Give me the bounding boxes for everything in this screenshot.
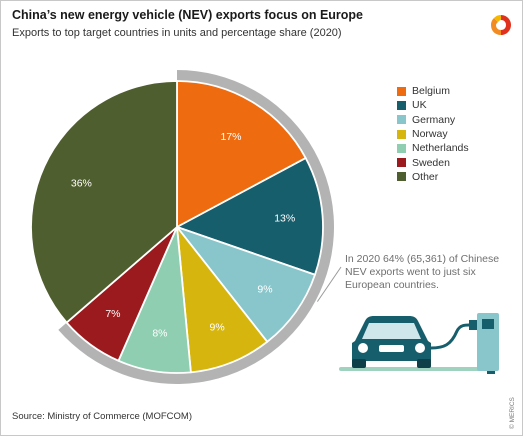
legend-item-other: Other: [397, 170, 469, 184]
legend-label: UK: [412, 99, 427, 112]
legend-label: Sweden: [412, 156, 450, 169]
legend-swatch: [397, 158, 406, 168]
slice-label-other: 36%: [71, 177, 92, 189]
legend-swatch: [397, 143, 406, 153]
pie-slice-germany: [176, 226, 316, 343]
legend-item-germany: Germany: [397, 113, 469, 127]
chart-title: China’s new energy vehicle (NEV) exports…: [12, 8, 364, 22]
pie-slice-uk: [176, 157, 324, 276]
legend-swatch: [397, 115, 406, 125]
merics-logo-icon: [491, 15, 511, 35]
legend-item-sweden: Sweden: [397, 155, 469, 169]
legend-item-belgium: Belgium: [397, 84, 469, 98]
brand-credit: © MERICS: [509, 397, 516, 429]
chart-legend: Belgium UK Germany Norway Netherlands Sweden O…: [397, 84, 469, 184]
annotation-leader-line: [316, 266, 342, 302]
legend-label: Germany: [412, 113, 456, 126]
legend-item-norway: Norway: [397, 127, 469, 141]
legend-swatch: [397, 86, 406, 96]
slice-label-germany: 9%: [257, 284, 272, 296]
chart-annotation: In 2020 64% (65,361) of Chinese NEV expo…: [345, 253, 500, 291]
electric-car-charging-icon: [339, 313, 499, 374]
legend-item-netherlands: Netherlands: [397, 141, 469, 155]
legend-swatch: [397, 172, 406, 182]
pie-slice-belgium: [176, 80, 307, 228]
legend-label: Belgium: [412, 85, 450, 98]
slice-label-netherlands: 8%: [152, 328, 167, 340]
pie-slice-other: [30, 80, 178, 324]
legend-label: Norway: [412, 128, 448, 141]
legend-item-uk: UK: [397, 98, 469, 112]
legend-swatch: [397, 129, 406, 139]
slice-label-belgium: 17%: [220, 131, 241, 143]
pie-slice-norway: [176, 226, 269, 374]
legend-label: Netherlands: [412, 142, 469, 155]
legend-swatch: [397, 100, 406, 110]
slice-label-sweden: 7%: [105, 308, 120, 320]
slice-label-uk: 13%: [274, 212, 295, 224]
legend-label: Other: [412, 170, 439, 183]
chart-subtitle: Exports to top target countries in units…: [12, 27, 342, 39]
chart-source: Source: Ministry of Commerce (MOFCOM): [12, 411, 192, 422]
slice-label-norway: 9%: [210, 321, 225, 333]
